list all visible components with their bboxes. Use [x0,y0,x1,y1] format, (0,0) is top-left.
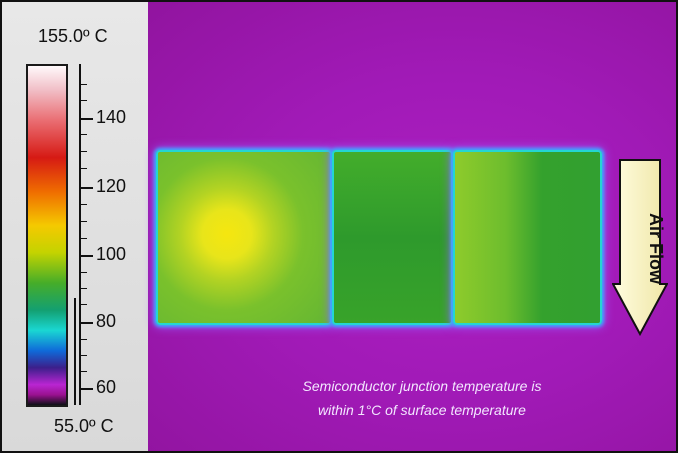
tick-60 [79,388,93,390]
tick-label-100: 100 [96,244,127,264]
minor-tick [79,238,87,239]
tick-label-80: 80 [96,311,117,331]
minor-tick [79,204,87,205]
minor-tick [79,272,87,273]
air-flow-arrow-icon [612,159,668,336]
right-component-block [453,150,602,325]
minor-tick [79,151,87,152]
tick-140 [79,118,93,120]
caption: Semiconductor junction temperature is wi… [242,374,602,422]
minor-tick [79,288,87,289]
tick-80 [79,322,93,324]
max-temperature-label: 155.0º C [38,26,108,46]
tick-100 [79,255,93,257]
hot-component-block [156,150,332,325]
tick-label-140: 140 [96,107,127,127]
caption-line-1: Semiconductor junction temperature is [302,378,542,394]
air-flow-label: Air Flow [646,213,666,284]
tick-120 [79,187,93,189]
minor-tick [79,304,87,305]
center-component-block [332,150,453,325]
minor-tick [79,84,87,85]
caption-line-2: within 1°C of surface temperature [318,402,526,418]
minor-tick [79,339,87,340]
scale-marker [74,298,76,405]
minor-tick [79,371,87,372]
tick-label-60: 60 [96,377,117,397]
minor-tick [79,100,87,101]
temperature-scale-panel: 155.0º C 140 120 100 80 60 55.0º C [2,2,148,451]
minor-tick [79,221,87,222]
minor-tick [79,134,87,135]
min-temperature-label: 55.0º C [54,416,114,436]
minor-tick [79,355,87,356]
minor-tick [79,168,87,169]
tick-label-120: 120 [96,176,127,196]
scale-axis [79,64,81,405]
temperature-color-bar [26,64,68,407]
